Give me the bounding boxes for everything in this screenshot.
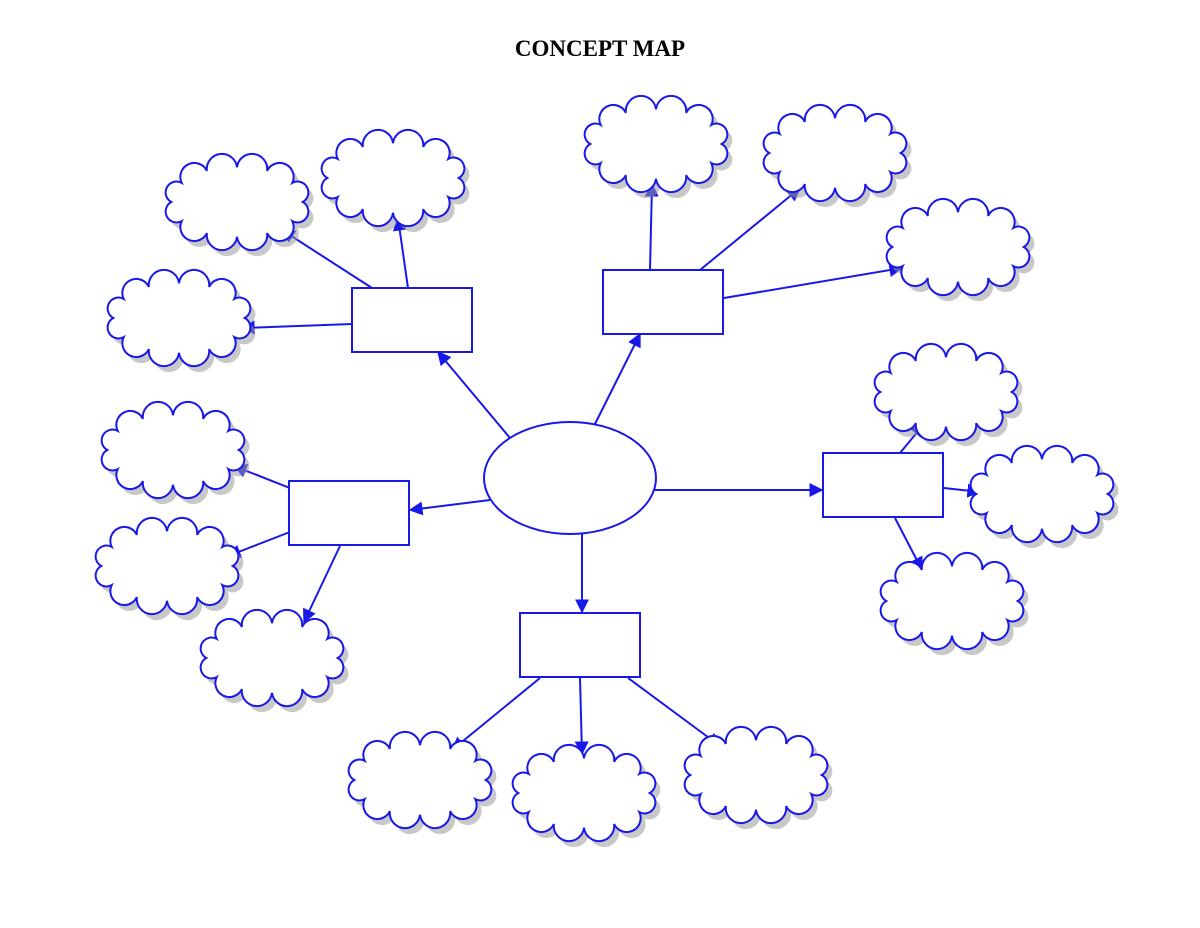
arrow (410, 500, 490, 510)
rect-node (520, 613, 640, 677)
cloud-node (322, 130, 465, 226)
cloud-node (102, 402, 245, 498)
cloud-node (513, 745, 656, 841)
arrow (438, 352, 510, 438)
cloud-node (764, 105, 907, 201)
cloud-node (349, 732, 492, 828)
cloud-node (887, 199, 1030, 295)
arrow (304, 546, 340, 622)
rect-node (352, 288, 472, 352)
cloud-node (881, 553, 1024, 649)
cloud-node (585, 96, 728, 192)
rect-node (289, 481, 409, 545)
cloud-node (201, 610, 344, 706)
cloud-node (108, 270, 251, 366)
center-ellipse (484, 422, 656, 534)
arrow (724, 268, 902, 298)
rect-node (603, 270, 723, 334)
cloud-node (96, 518, 239, 614)
arrow (700, 188, 800, 270)
cloud-node (166, 154, 309, 250)
cloud-node (685, 727, 828, 823)
arrow (595, 334, 640, 424)
cloud-node (875, 344, 1018, 440)
arrow (452, 678, 540, 750)
concept-map-diagram (0, 0, 1200, 928)
arrow (628, 678, 720, 746)
arrow (242, 324, 352, 328)
rect-node (823, 453, 943, 517)
cloud-node (971, 446, 1114, 542)
arrow (580, 678, 582, 754)
